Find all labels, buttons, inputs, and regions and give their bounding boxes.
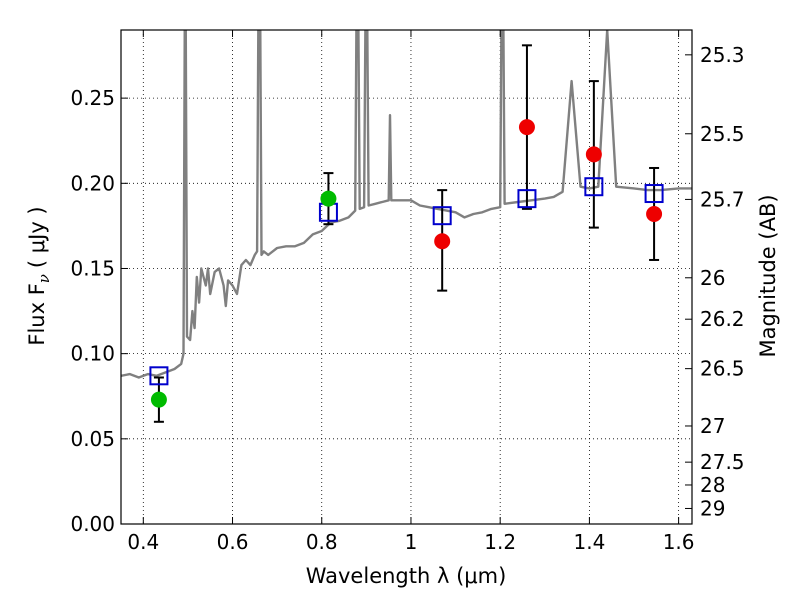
x-tick-label: 1.6 bbox=[663, 530, 695, 554]
x-tick-label: 1.4 bbox=[573, 530, 605, 554]
observed-point-red bbox=[434, 233, 451, 250]
x-tick-label: 0.4 bbox=[127, 530, 159, 554]
mag-tick-label: 26 bbox=[700, 266, 725, 290]
y-axis-label-main: Flux F bbox=[25, 283, 49, 345]
model-point bbox=[517, 189, 537, 209]
errorbar-layer bbox=[153, 44, 660, 423]
mag-tick-label: 29 bbox=[700, 496, 725, 520]
observed-point-green bbox=[320, 190, 337, 207]
svg-text:Flux Fν( μJy ): Flux Fν ( μJy ) bbox=[25, 206, 53, 345]
y-axis-label-unit: ( μJy ) bbox=[25, 206, 49, 268]
observed-point-red bbox=[646, 205, 663, 222]
observed-point-red bbox=[518, 119, 535, 136]
mag-tick-label: 27 bbox=[700, 414, 725, 438]
mag-tick-label: 25.7 bbox=[700, 187, 745, 211]
y-axis-label-subscript: ν bbox=[35, 274, 53, 283]
model-point bbox=[432, 206, 452, 226]
x-tick-label: 0.8 bbox=[306, 530, 338, 554]
y-tick-label: 0.20 bbox=[70, 171, 115, 195]
y-tick-label: 0.00 bbox=[70, 512, 115, 536]
model-point bbox=[584, 177, 604, 197]
spectrum-line bbox=[121, 30, 692, 379]
x-tick-label: 1 bbox=[405, 530, 418, 554]
model-point bbox=[149, 366, 169, 386]
right-axis-label: Magnitude (AB) bbox=[756, 194, 780, 357]
x-tick-label: 1.2 bbox=[484, 530, 516, 554]
mag-tick-label: 28 bbox=[700, 473, 725, 497]
observed-points-layer bbox=[150, 119, 663, 408]
observed-point-red bbox=[585, 146, 602, 163]
mag-tick-label: 26.2 bbox=[700, 307, 745, 331]
y-tick-label: 0.05 bbox=[70, 427, 115, 451]
mag-tick-label: 25.3 bbox=[700, 43, 745, 67]
y-tick-label: 0.10 bbox=[70, 342, 115, 366]
spectrum-layer bbox=[121, 30, 692, 379]
y-tick-label: 0.25 bbox=[70, 86, 115, 110]
x-tick-label: 0.6 bbox=[217, 530, 249, 554]
mag-tick-label: 25.5 bbox=[700, 122, 745, 146]
y-axis-label: Flux Fν ( μJy ) bbox=[25, 206, 53, 345]
mag-tick-label: 27.5 bbox=[700, 450, 745, 474]
plot-frame bbox=[120, 29, 693, 525]
axis-ticks: 0.4 0.6 0.8 1 1.2 1.4 1.6 0.00 0.05 0.10 0.15 0.20 0… bbox=[70, 30, 745, 554]
model-point bbox=[644, 184, 664, 204]
mag-tick-label: 26.5 bbox=[700, 357, 745, 381]
observed-point-green bbox=[150, 391, 167, 408]
x-axis-label: Wavelength λ (μm) bbox=[306, 564, 507, 588]
y-tick-label: 0.15 bbox=[70, 256, 115, 280]
